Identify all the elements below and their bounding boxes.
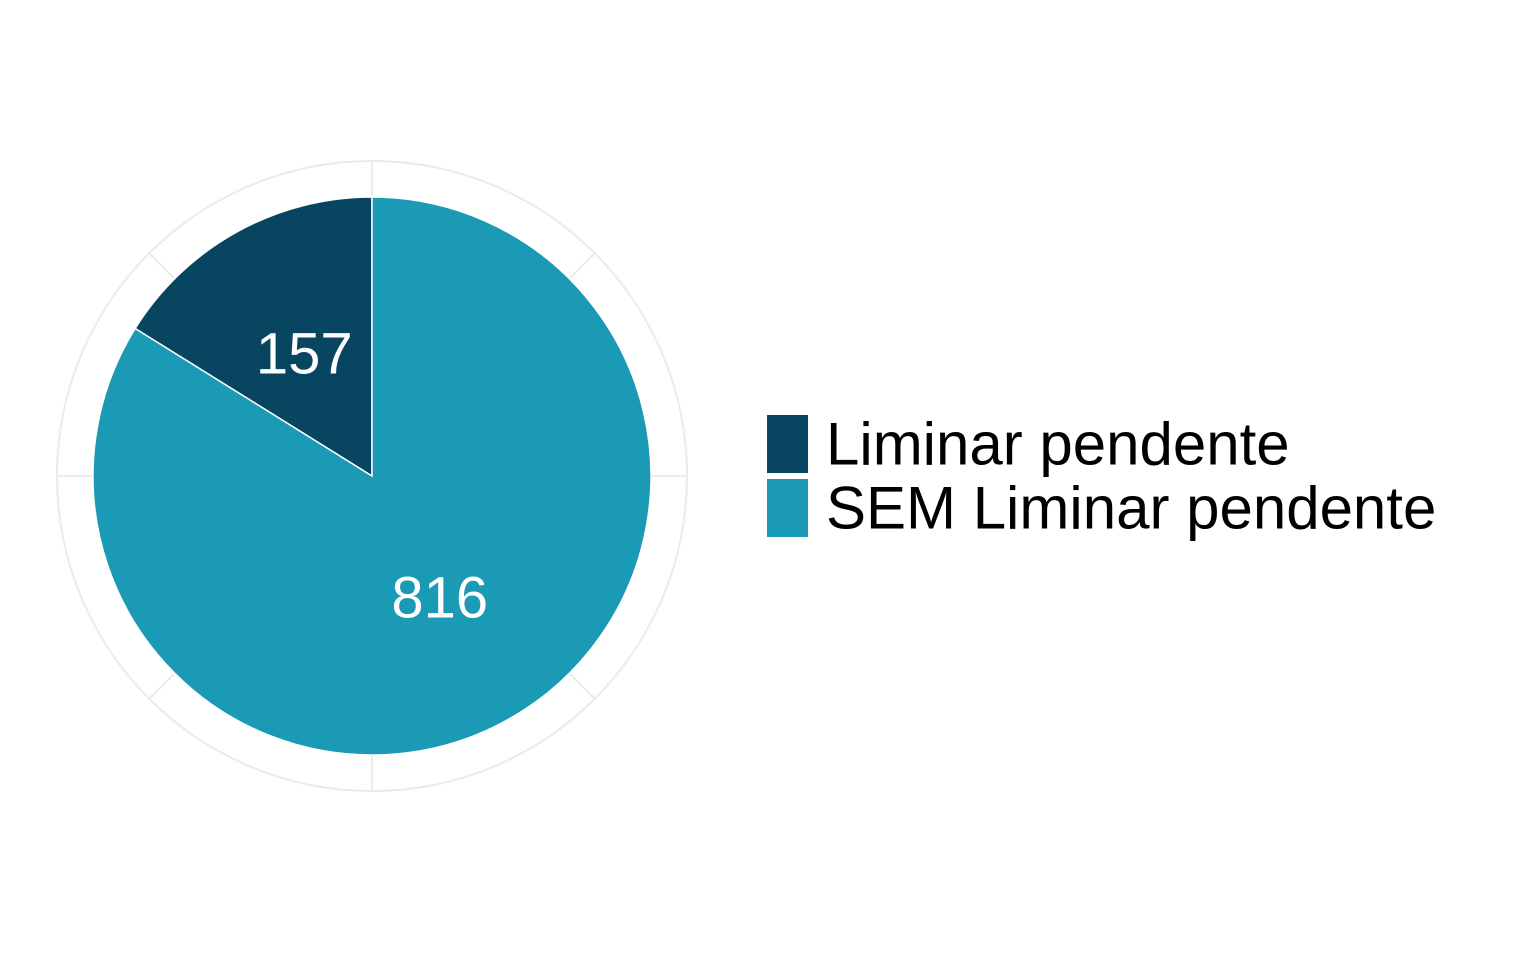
legend-key — [767, 479, 808, 537]
pie-slice — [92, 196, 652, 756]
legend-key — [767, 415, 808, 473]
slice-value-label: 157 — [256, 322, 353, 387]
slice-value-label: 816 — [391, 565, 488, 630]
legend-label: SEM Liminar pendente — [826, 475, 1436, 542]
pie-slice — [134, 196, 373, 478]
legend-label: Liminar pendente — [826, 411, 1290, 478]
slice-labels: 157 816 — [256, 322, 488, 631]
pie-slices — [92, 196, 652, 756]
